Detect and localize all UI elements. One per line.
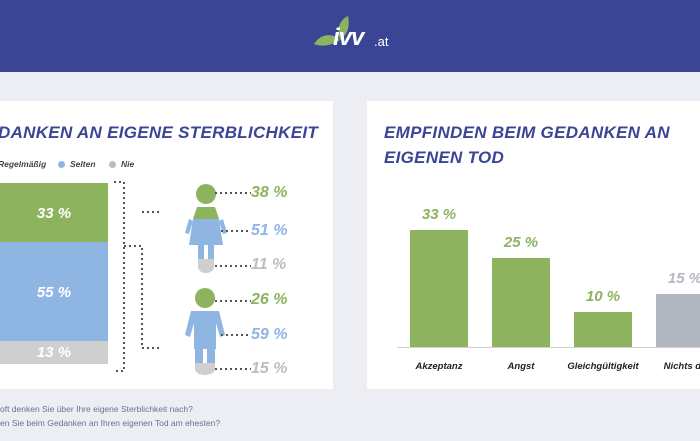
male-dotted-leaders [215, 300, 251, 370]
right-chart-title-line2: EIGENEN TOD [384, 148, 505, 167]
legend-regelmaessig-label: Regelmäßig [0, 159, 47, 169]
stacked-bar: 33 % 55 % 13 % [0, 183, 108, 364]
bar-value-label: 33 % [421, 206, 457, 224]
header-bar: ivv .at [0, 0, 700, 72]
stack-segment-selten: 55 % [0, 242, 108, 341]
bar-category-label: Gleichgültigkeit [567, 361, 639, 372]
bar-nichts-da [656, 293, 700, 347]
bracket-connectors [114, 181, 160, 372]
stack-label-selten: 55 % [36, 284, 72, 301]
bar-category-label: Nichts da [663, 361, 700, 372]
male-regelmaessig-value: 26 % [251, 291, 288, 308]
bar-value-label: 15 % [667, 269, 700, 287]
bar-value-label: 10 % [585, 287, 621, 305]
footnote-2: en Sie beim Gedanken an Ihren eigenen To… [0, 418, 221, 428]
footnote-1: oft denken Sie über Ihre eigene Sterblic… [0, 404, 193, 414]
male-nie-value: 15 % [251, 360, 288, 377]
stack-label-nie: 13 % [36, 344, 72, 361]
legend-nie-dot [109, 161, 116, 168]
brand-name: ivv [333, 24, 364, 51]
brand-tld: .at [374, 34, 389, 49]
stack-segment-regelmaessig: 33 % [0, 183, 108, 242]
bar-angst [492, 258, 550, 347]
female-nie-value: 11 % [251, 256, 287, 273]
bar-chart-area: 33 % Akzeptanz 25 % Angst 10 % Gleichgültigke… [367, 101, 700, 389]
logo-leaf-icon [314, 16, 349, 46]
bar-gleichg-ltigkeit [574, 311, 632, 347]
left-chart-title: DANKEN AN EIGENE STERBLICHKEIT [0, 123, 319, 142]
bar-akzeptanz [410, 230, 468, 347]
right-chart-title-line1: EMPFINDEN BEIM GEDANKEN AN [384, 123, 670, 142]
female-figure-icon [185, 184, 227, 273]
bar-category-label: Akzeptanz [415, 361, 463, 372]
male-figure-icon [185, 288, 225, 375]
female-regelmaessig-value: 38 % [251, 184, 288, 201]
legend-selten-label: Selten [70, 159, 96, 169]
female-dotted-leaders [215, 192, 251, 267]
stack-label-regelmaessig: 33 % [36, 205, 72, 222]
male-selten-value: 59 % [251, 326, 288, 343]
left-panel: DANKEN AN EIGENE STERBLICHKEIT Regelmäßi… [0, 101, 333, 389]
female-selten-value: 51 % [251, 222, 288, 239]
bar-category-label: Angst [507, 361, 535, 372]
legend-selten-dot [58, 161, 65, 168]
bar-value-label: 25 % [503, 234, 539, 252]
stack-segment-nie: 13 % [0, 341, 108, 364]
legend-nie-label: Nie [121, 159, 135, 169]
bar-chart-baseline [397, 347, 700, 348]
right-panel: EMPFINDEN BEIM GEDANKEN AN EIGENEN TOD 3… [367, 101, 700, 389]
